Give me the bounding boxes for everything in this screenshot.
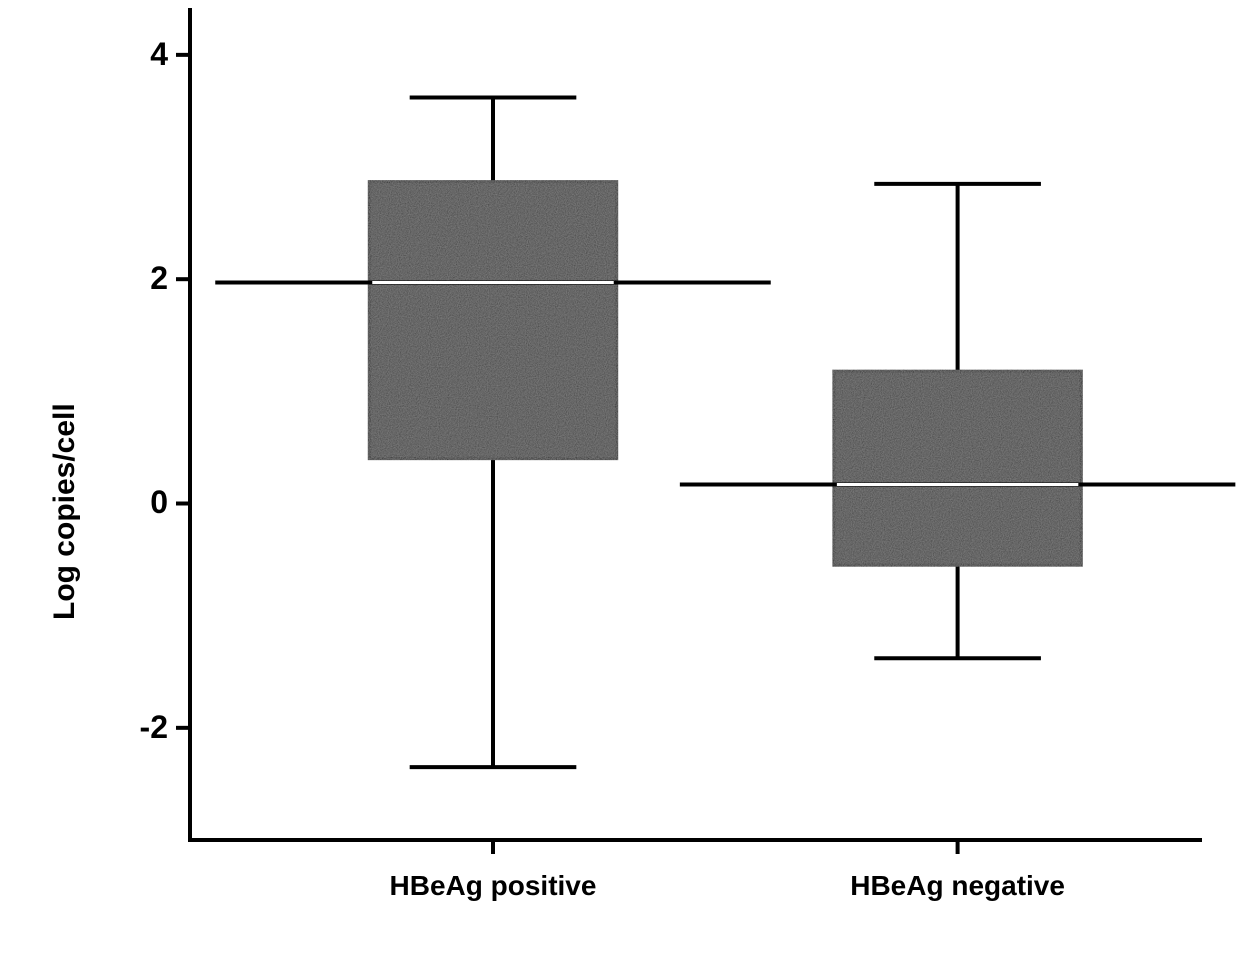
boxplot-chart: Log copies/cell -2 0 2 4 HBeAg positive …	[0, 0, 1240, 954]
box-1	[834, 371, 1081, 565]
plot-svg	[0, 0, 1240, 954]
box-0	[369, 182, 616, 459]
